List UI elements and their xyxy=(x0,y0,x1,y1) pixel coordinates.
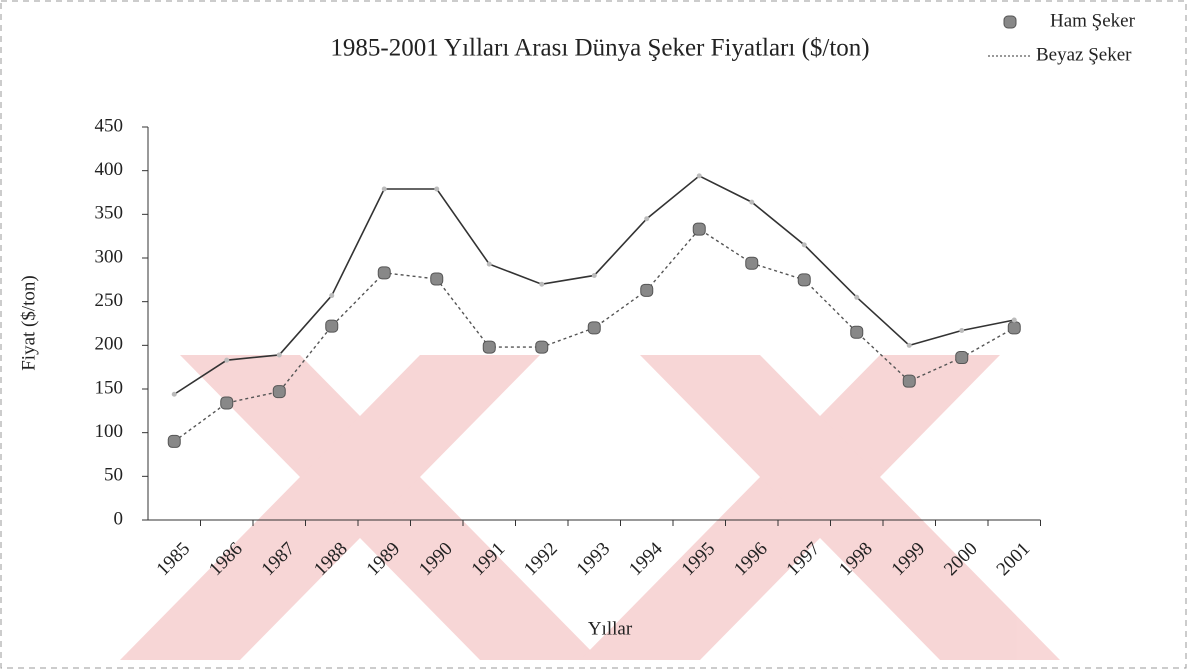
point-marker xyxy=(850,325,864,339)
point-marker xyxy=(640,283,654,297)
point-marker xyxy=(591,272,597,278)
point-marker xyxy=(171,391,177,397)
point-marker xyxy=(797,273,811,287)
point-marker xyxy=(1011,317,1017,323)
x-tick-label: 1993 xyxy=(573,538,615,580)
point-marker xyxy=(801,242,807,248)
point-marker xyxy=(696,173,702,179)
point-marker xyxy=(224,357,230,363)
point-marker xyxy=(902,374,916,388)
legend-label: Beyaz Şeker xyxy=(1036,44,1132,65)
point-marker xyxy=(644,216,650,222)
y-tick-label: 250 xyxy=(95,290,124,311)
point-marker xyxy=(749,199,755,205)
point-marker xyxy=(220,396,234,410)
x-tick-label: 1994 xyxy=(625,538,667,580)
point-marker xyxy=(167,434,181,448)
y-tick-label: 400 xyxy=(95,159,124,180)
y-tick-label: 350 xyxy=(95,203,124,224)
point-marker xyxy=(1007,321,1021,335)
point-marker xyxy=(587,321,601,335)
point-marker xyxy=(539,281,545,287)
point-marker xyxy=(276,352,282,358)
point-marker xyxy=(272,385,286,399)
point-marker xyxy=(325,319,339,333)
point-marker xyxy=(434,186,440,192)
x-tick-label: 1992 xyxy=(520,538,562,580)
watermark xyxy=(120,355,1060,660)
y-tick-label: 100 xyxy=(95,421,124,442)
point-marker xyxy=(482,340,496,354)
point-marker xyxy=(745,256,759,270)
y-tick-label: 0 xyxy=(114,508,124,529)
point-marker xyxy=(329,293,335,299)
y-tick-label: 450 xyxy=(95,115,124,136)
point-marker xyxy=(692,222,706,236)
x-tick-label: 2001 xyxy=(993,538,1035,580)
y-tick-label: 200 xyxy=(95,334,124,355)
x-axis-label: Yıllar xyxy=(588,618,633,639)
x-tick-label: 1985 xyxy=(153,538,195,580)
point-marker xyxy=(906,342,912,348)
legend-label: Ham Şeker xyxy=(1050,10,1136,31)
y-tick-label: 50 xyxy=(104,465,123,486)
y-tick-label: 300 xyxy=(95,246,124,267)
y-tick-label: 150 xyxy=(95,377,124,398)
point-marker xyxy=(854,294,860,300)
point-marker xyxy=(381,186,387,192)
point-marker xyxy=(535,340,549,354)
point-marker xyxy=(959,327,965,333)
point-marker xyxy=(955,351,969,365)
legend-marker xyxy=(1003,15,1017,29)
point-marker xyxy=(486,261,492,267)
chart-title: 1985-2001 Yılları Arası Dünya Şeker Fiya… xyxy=(330,35,869,62)
point-marker xyxy=(430,272,444,286)
y-axis-label: Fiyat ($/ton) xyxy=(18,275,39,371)
point-marker xyxy=(377,266,391,280)
